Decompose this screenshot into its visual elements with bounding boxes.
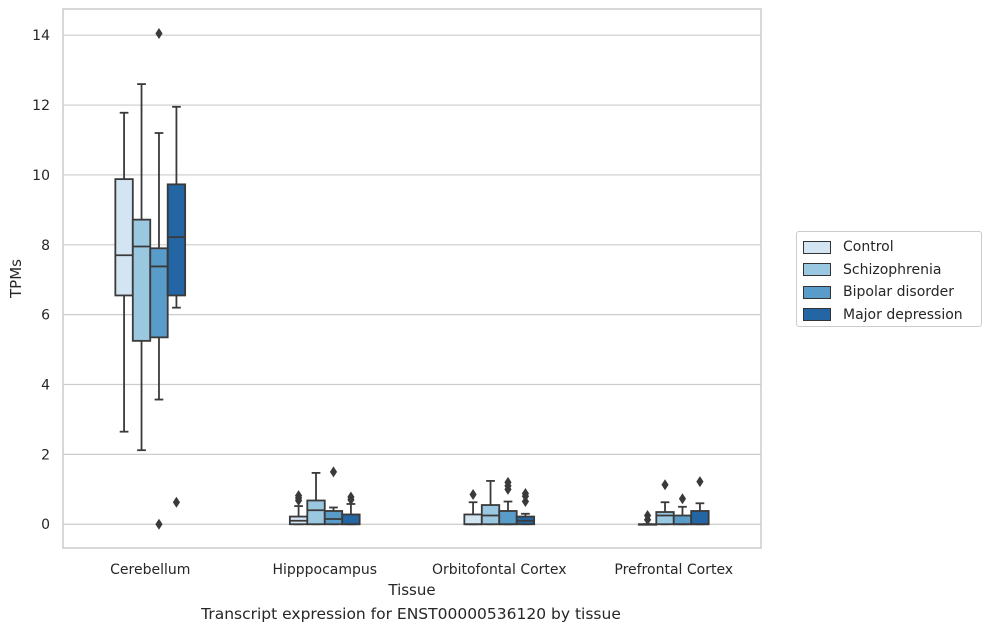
legend-label: Major depression [843, 306, 963, 323]
box-0-1 [131, 83, 152, 452]
box-2-2 [498, 476, 518, 526]
box-body [672, 514, 693, 526]
outlier-point [504, 476, 512, 488]
y-tick-label: 6 [41, 308, 50, 324]
box-1-3 [341, 491, 361, 526]
outlier-point [696, 476, 704, 488]
box-3-3 [690, 476, 710, 526]
x-axis-label: Tissue [387, 581, 435, 599]
legend: Control Schizophrenia Bipolar disorder Majo… [796, 231, 982, 327]
outlier-point [172, 496, 181, 508]
box-3-1 [655, 479, 675, 526]
legend-swatch [803, 285, 831, 299]
box-3-2 [672, 493, 693, 526]
box-0-3 [166, 105, 187, 508]
box-body [498, 510, 518, 526]
box-body [655, 511, 675, 526]
box-3-0 [637, 510, 658, 526]
y-tick-label: 2 [41, 447, 50, 463]
y-tick-label: 8 [41, 238, 50, 254]
box-0-0 [114, 111, 134, 433]
y-tick-label: 14 [32, 28, 50, 44]
outlier-point [469, 489, 477, 501]
y-tick-label: 10 [32, 168, 50, 184]
outlier-point [155, 518, 163, 530]
box-body [131, 218, 152, 342]
y-axis-label: TPMs [7, 259, 25, 299]
chart-caption: Transcript expression for ENST0000053612… [201, 605, 621, 623]
box-2-1 [480, 480, 501, 526]
legend-item: Major depression [803, 304, 975, 327]
x-tick-label: Cerebellum [110, 562, 190, 578]
legend-swatch [803, 240, 831, 254]
outlier-point [329, 466, 338, 478]
box-0-2 [149, 27, 169, 530]
legend-label: Control [843, 239, 894, 256]
box-body [306, 499, 326, 526]
y-tick-label: 12 [32, 98, 50, 114]
y-tick-labels: 0 2 4 6 8 10 12 14 [32, 28, 50, 533]
legend-swatch [803, 263, 831, 277]
legend-item: Schizophrenia [803, 259, 975, 282]
box-body [690, 510, 710, 526]
outlier-point [521, 488, 530, 500]
box-body [323, 510, 344, 526]
box-2-3 [515, 488, 536, 526]
x-tick-label: Prefrontal Cortex [614, 562, 733, 578]
outlier-point [347, 491, 355, 503]
box-body [463, 513, 483, 526]
outlier-point [643, 510, 652, 522]
boxplot-boxes [114, 27, 710, 530]
plot-frame [62, 8, 762, 549]
box-body [341, 513, 361, 526]
outlier-point [678, 493, 687, 505]
legend-label: Schizophrenia [843, 261, 942, 278]
outlier-point [155, 27, 163, 39]
box-2-0 [463, 489, 483, 526]
x-tick-label: Hipppocampus [272, 562, 377, 578]
legend-swatch [803, 308, 831, 322]
y-tick-label: 0 [41, 517, 50, 533]
box-1-2 [323, 466, 344, 526]
x-tick-labels: Cerebellum Hipppocampus Orbitofontal Corte… [110, 562, 733, 578]
outlier-point [294, 490, 303, 502]
box-body [166, 183, 187, 297]
box-body [114, 178, 134, 297]
box-body [149, 247, 169, 339]
outlier-point [661, 479, 669, 491]
x-tick-label: Orbitofontal Cortex [432, 562, 567, 578]
legend-label: Bipolar disorder [843, 284, 955, 301]
legend-item: Control [803, 236, 975, 259]
legend-item: Bipolar disorder [803, 281, 975, 304]
box-1-0 [288, 490, 309, 526]
y-tick-label: 4 [41, 378, 50, 394]
box-1-1 [306, 471, 326, 526]
